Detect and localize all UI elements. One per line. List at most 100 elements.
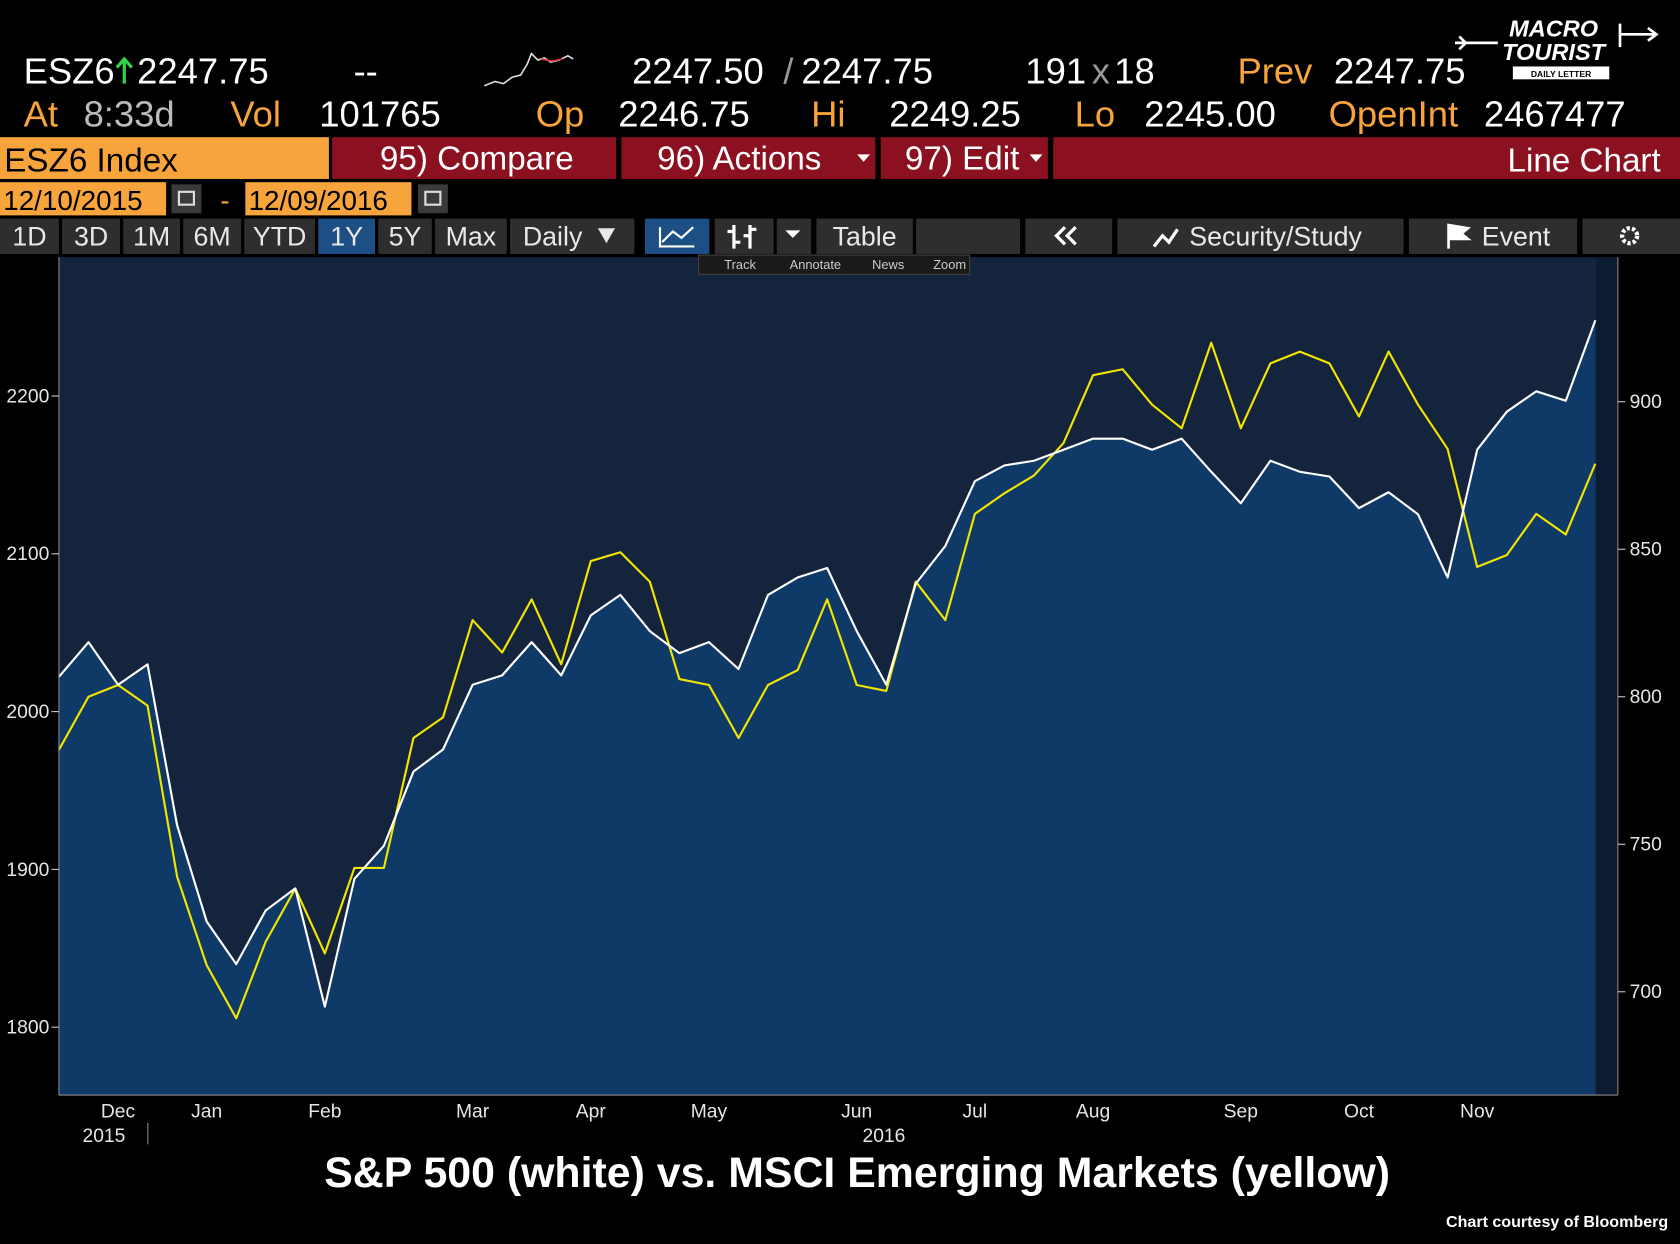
period[interactable]: 1D bbox=[12, 221, 46, 251]
gear-icon bbox=[1620, 226, 1640, 246]
x-tick-label: Oct bbox=[1344, 1102, 1375, 1123]
y-tick-label: 2000 bbox=[6, 702, 49, 723]
period[interactable]: 1Y bbox=[330, 221, 363, 251]
frequency-button[interactable] bbox=[510, 218, 635, 254]
chart-tool[interactable]: Zoom bbox=[933, 257, 966, 272]
frequency[interactable]: Daily bbox=[523, 221, 583, 251]
logo: MACRO TOURIST DAILY LETTER bbox=[1455, 15, 1659, 80]
volume: 101765 bbox=[319, 93, 441, 134]
time-label: At bbox=[24, 93, 58, 134]
end-date[interactable]: 12/09/2016 bbox=[249, 185, 388, 216]
view-bar bbox=[1053, 137, 1680, 179]
event-button[interactable] bbox=[1408, 218, 1578, 254]
event[interactable]: Event bbox=[1482, 221, 1551, 251]
period[interactable]: YTD bbox=[253, 221, 307, 251]
y-tick-label: 1900 bbox=[6, 860, 49, 881]
period-button[interactable] bbox=[62, 218, 120, 254]
actions[interactable]: 96) Actions bbox=[657, 140, 821, 177]
prev: 2247.75 bbox=[1334, 51, 1466, 92]
period-button[interactable] bbox=[123, 218, 180, 254]
change: -- bbox=[354, 51, 378, 92]
study-icon bbox=[1152, 228, 1179, 248]
menu-button[interactable] bbox=[880, 137, 1048, 179]
security-study[interactable]: Security/Study bbox=[1189, 221, 1362, 251]
chart-tool[interactable]: Annotate bbox=[790, 257, 841, 272]
table[interactable]: Table bbox=[833, 221, 897, 251]
period[interactable]: Max bbox=[446, 221, 497, 251]
x-tick-label: Aug bbox=[1076, 1102, 1110, 1123]
chart-tools: Track Annotate News Zoom bbox=[698, 254, 971, 275]
bid: 2247.50 bbox=[632, 51, 764, 92]
line-chart-button[interactable] bbox=[645, 218, 710, 254]
bid-size: 191 bbox=[1025, 51, 1086, 92]
size-separator: x bbox=[1092, 51, 1110, 92]
x-tick-label: Sep bbox=[1224, 1102, 1258, 1123]
date-input[interactable] bbox=[245, 182, 412, 216]
last-price: 2247.75 bbox=[137, 51, 269, 92]
y2-tick-label: 700 bbox=[1630, 982, 1662, 1003]
chart-tool[interactable]: News bbox=[872, 257, 904, 272]
period-button[interactable] bbox=[183, 218, 242, 254]
sparkline-tail bbox=[540, 58, 563, 62]
period[interactable]: 5Y bbox=[389, 221, 422, 251]
dropdown-arrow bbox=[597, 228, 615, 244]
x-tick-label: Jan bbox=[191, 1102, 222, 1123]
line bbox=[57, 341, 1597, 1020]
flag-icon bbox=[1447, 223, 1472, 249]
up-arrow bbox=[115, 56, 133, 84]
y2-tick-label: 850 bbox=[1630, 540, 1662, 561]
dropdown-arrow bbox=[857, 154, 870, 162]
y-tick-label: 2100 bbox=[6, 544, 49, 565]
menu-button[interactable] bbox=[332, 137, 617, 179]
period[interactable]: 6M bbox=[194, 221, 231, 251]
tool-bar bbox=[698, 254, 971, 275]
high: 2249.25 bbox=[889, 93, 1021, 134]
year-label: 2015 bbox=[82, 1126, 125, 1147]
x-tick-label: May bbox=[691, 1102, 728, 1123]
period-button[interactable] bbox=[435, 218, 507, 254]
y-tick-label: 2200 bbox=[6, 386, 49, 407]
date-separator: - bbox=[220, 185, 229, 216]
ask-size: 18 bbox=[1114, 51, 1155, 92]
x-tick-label: Jul bbox=[963, 1102, 988, 1123]
compare[interactable]: 95) Compare bbox=[380, 140, 574, 177]
menu-button[interactable] bbox=[621, 137, 876, 179]
open-label: Op bbox=[536, 93, 585, 134]
x-tick-label: Apr bbox=[576, 1102, 607, 1123]
period-button[interactable] bbox=[318, 218, 375, 254]
edit[interactable]: 97) Edit bbox=[905, 140, 1019, 177]
x-tick-label: Mar bbox=[456, 1102, 490, 1123]
logo-line: DAILY LETTER bbox=[1531, 69, 1592, 79]
security-box[interactable] bbox=[0, 137, 329, 179]
period[interactable]: 3D bbox=[74, 221, 108, 251]
start-date[interactable]: 12/10/2015 bbox=[3, 185, 142, 216]
period[interactable]: 1M bbox=[133, 221, 170, 251]
open-interest-label: OpenInt bbox=[1329, 93, 1459, 134]
calendar-button[interactable] bbox=[417, 184, 448, 214]
table-button[interactable] bbox=[816, 218, 913, 254]
right-margin bbox=[1596, 257, 1618, 1096]
view-name: Line Chart bbox=[1508, 142, 1661, 179]
security[interactable]: ESZ6 Index bbox=[4, 142, 178, 179]
source: Chart courtesy of Bloomberg bbox=[1446, 1213, 1668, 1231]
logo-band bbox=[1512, 66, 1610, 80]
period-buttons: 1D 3D 1M 6M YTD 1Y 5Y Max bbox=[0, 218, 507, 254]
separator: / bbox=[783, 51, 794, 92]
line-chart-icon bbox=[658, 226, 695, 248]
volume-label: Vol bbox=[230, 93, 281, 134]
period-button[interactable] bbox=[0, 218, 59, 254]
low: 2245.00 bbox=[1144, 93, 1276, 134]
date-input[interactable] bbox=[0, 182, 167, 216]
x-tick-label: Feb bbox=[308, 1102, 341, 1123]
chart-tool[interactable]: Track bbox=[724, 257, 756, 272]
x-tick-label: Jun bbox=[841, 1102, 872, 1123]
settings-button[interactable] bbox=[1582, 218, 1680, 254]
period-button[interactable] bbox=[378, 218, 432, 254]
logo-line: TOURIST bbox=[1502, 39, 1608, 65]
logo-line: MACRO bbox=[1509, 15, 1598, 41]
plot bbox=[57, 319, 1597, 1096]
calendar-button[interactable] bbox=[171, 184, 202, 214]
period-button[interactable] bbox=[244, 218, 315, 254]
